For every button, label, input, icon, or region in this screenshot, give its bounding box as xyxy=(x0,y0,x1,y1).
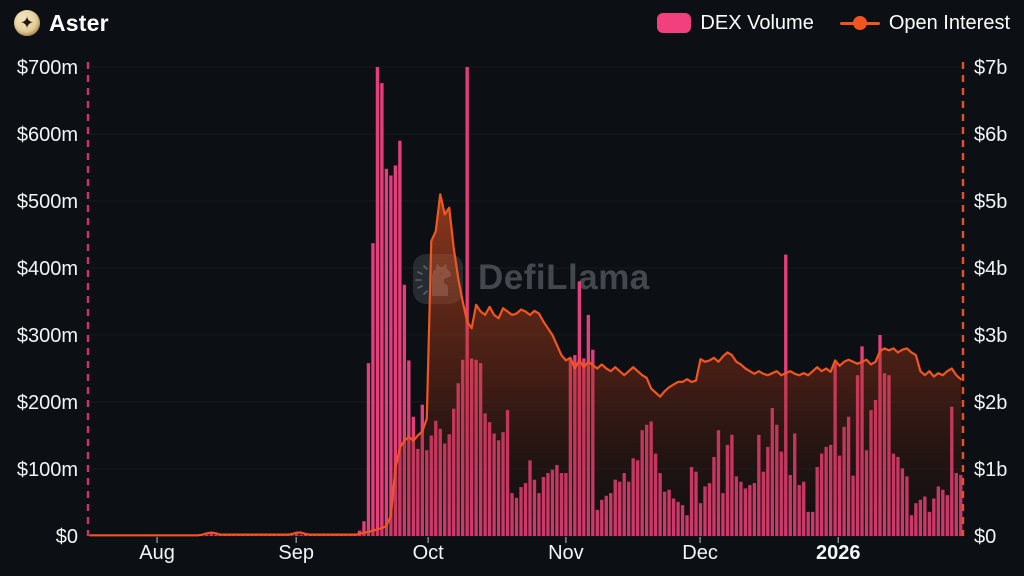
dex-volume-swatch-icon xyxy=(657,13,692,33)
y-left-tick-label: $100m xyxy=(17,459,78,481)
volume-bar xyxy=(375,67,380,536)
four-point-star-icon: ✦ xyxy=(19,13,35,32)
y-right-tick-label: $1b xyxy=(974,459,1007,481)
y-left-tick-label: $400m xyxy=(17,258,78,280)
y-left-tick-label: $200m xyxy=(17,392,78,414)
legend-item-open-interest[interactable]: Open Interest xyxy=(839,11,1010,35)
x-tick-label: Dec xyxy=(682,542,718,564)
y-left-tick-label: $700m xyxy=(17,57,78,79)
volume-bar xyxy=(384,168,389,536)
y-right-tick-label: $3b xyxy=(974,325,1007,347)
y-right-tick-label: $5b xyxy=(974,191,1007,213)
y-left-tick-label: $0 xyxy=(56,526,78,548)
open-interest-line xyxy=(89,193,962,537)
page-title: Aster xyxy=(49,9,109,36)
x-tick-label: Aug xyxy=(139,542,175,564)
legend-label-open-interest: Open Interest xyxy=(888,11,1010,34)
chart-legend: DEX Volume Open Interest xyxy=(657,12,1010,35)
y-right-tick-label: $2b xyxy=(974,392,1007,414)
y-right-tick-label: $4b xyxy=(974,258,1007,280)
volume-bar xyxy=(371,243,375,536)
y-left-tick-label: $500m xyxy=(17,191,78,213)
x-axis: Aug Sep Oct Nov Dec 2026 xyxy=(139,537,861,564)
y-right-tick-label: $0 xyxy=(974,526,996,548)
volume-bar xyxy=(402,284,407,536)
open-interest-area xyxy=(88,194,963,537)
volume-bar xyxy=(389,175,393,537)
x-tick-label: Sep xyxy=(278,542,314,564)
token-brand: ✦ Aster xyxy=(14,10,109,37)
y-right-tick-label: $6b xyxy=(974,124,1007,146)
x-tick-label: Oct xyxy=(413,542,445,564)
y-left-tick-label: $300m xyxy=(17,325,78,347)
y-left-tick-label: $600m xyxy=(17,124,78,146)
volume-bar xyxy=(362,521,366,536)
aster-coin-icon: ✦ xyxy=(14,10,40,36)
y-axis-right-labels: $0 $1b $2b $3b $4b $5b $6b $7b xyxy=(974,57,1007,548)
legend-label-dex-volume: DEX Volume xyxy=(700,11,814,34)
legend-item-dex-volume[interactable]: DEX Volume xyxy=(657,11,814,35)
volume-bar xyxy=(465,67,469,536)
open-interest-swatch-icon xyxy=(839,13,880,33)
x-tick-label: 2026 xyxy=(816,542,861,564)
volume-bar xyxy=(366,363,371,536)
y-right-tick-label: $7b xyxy=(974,57,1007,79)
y-axis-left-labels: $0 $100m $200m $300m $400m $500m $600m $700m xyxy=(17,57,78,548)
volume-bar xyxy=(393,165,398,537)
volume-bar xyxy=(380,83,384,536)
chart-header: ✦ Aster DEX Volume Open Interest xyxy=(0,0,1024,46)
volume-bar xyxy=(398,140,402,536)
x-tick-label: Nov xyxy=(548,542,584,564)
